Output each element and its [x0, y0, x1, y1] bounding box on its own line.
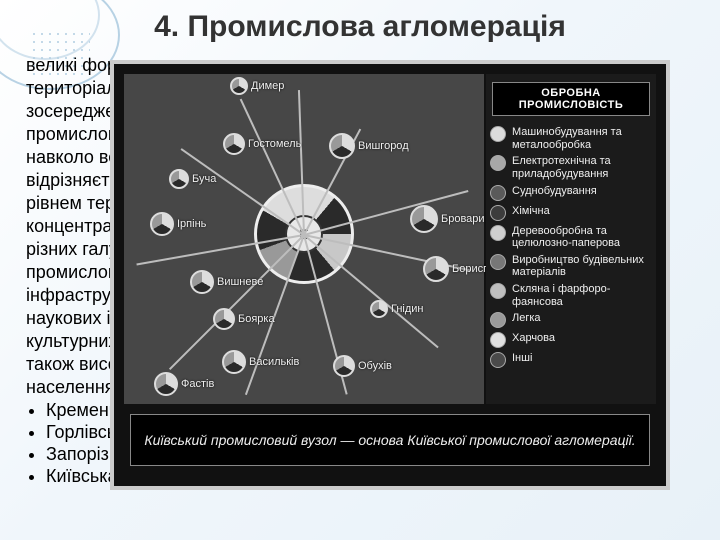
city-label: Боярка	[238, 313, 275, 325]
city-label: Ірпінь	[177, 218, 206, 230]
figure-inner: Димер Гостомель Вишгород Буча Ірпінь Бровари Б…	[124, 74, 656, 476]
legend-swatch-icon	[490, 283, 506, 299]
legend-row: Виробництво будівельних матеріалів	[490, 254, 652, 279]
legend-row: Інші	[490, 352, 652, 368]
legend-title-line: ОБРОБНА	[493, 87, 649, 99]
legend-swatch-icon	[490, 185, 506, 201]
figure-caption: Київський промисловий вузол — основа Киї…	[130, 414, 650, 466]
legend-swatch-icon	[490, 155, 506, 171]
legend-label: Скляна і фарфоро-фаянсова	[512, 283, 652, 308]
city-label: Буча	[192, 173, 216, 185]
legend-row: Хімічна	[490, 205, 652, 221]
city-node	[169, 169, 189, 189]
legend-title: ОБРОБНАПРОМИСЛОВІСТЬ	[492, 82, 650, 116]
legend-swatch-icon	[490, 352, 506, 368]
city-label: Обухів	[358, 360, 392, 372]
legend-row: Легка	[490, 312, 652, 328]
city-node	[370, 300, 388, 318]
legend-swatch-icon	[490, 205, 506, 221]
legend-swatch-icon	[490, 126, 506, 142]
city-label: Димер	[251, 80, 284, 92]
legend-label: Електротехнічна та приладобудування	[512, 155, 652, 180]
city-node	[223, 133, 245, 155]
legend-label: Хімічна	[512, 205, 550, 218]
city-node	[190, 270, 214, 294]
city-node	[423, 256, 449, 282]
legend-label: Машинобудування та металообробка	[512, 126, 652, 151]
city-label: Васильків	[249, 356, 299, 368]
city-node	[150, 212, 174, 236]
city-node	[333, 355, 355, 377]
legend-items: Машинобудування та металообробка Електрот…	[490, 126, 652, 368]
legend-label: Інші	[512, 352, 532, 365]
legend-row: Машинобудування та металообробка	[490, 126, 652, 151]
legend-title-line: ПРОМИСЛОВІСТЬ	[493, 99, 649, 111]
slide: 4. Промислова агломерація великі формите…	[0, 0, 720, 540]
legend-swatch-icon	[490, 225, 506, 241]
legend-row: Харчова	[490, 332, 652, 348]
legend-swatch-icon	[490, 254, 506, 270]
city-node	[410, 205, 438, 233]
legend-row: Скляна і фарфоро-фаянсова	[490, 283, 652, 308]
legend-label: Деревообробна та целюлозно-паперова	[512, 225, 652, 250]
legend-swatch-icon	[490, 312, 506, 328]
legend-panel: ОБРОБНАПРОМИСЛОВІСТЬ Машинобудування та …	[486, 74, 656, 404]
city-node	[213, 308, 235, 330]
legend-swatch-icon	[490, 332, 506, 348]
legend-row: Деревообробна та целюлозно-паперова	[490, 225, 652, 250]
slide-title: 4. Промислова агломерація	[20, 10, 700, 44]
city-label: Вишневе	[217, 276, 263, 288]
legend-row: Суднобудування	[490, 185, 652, 201]
legend-label: Виробництво будівельних матеріалів	[512, 254, 652, 279]
city-node	[230, 77, 248, 95]
city-label: Вишгород	[358, 140, 409, 152]
map-panel: Димер Гостомель Вишгород Буча Ірпінь Бровари Б…	[124, 74, 484, 404]
road-line	[303, 234, 438, 348]
city-label: Фастів	[181, 378, 214, 390]
legend-label: Легка	[512, 312, 541, 325]
city-node	[329, 133, 355, 159]
figure-frame: Димер Гостомель Вишгород Буча Ірпінь Бровари Б…	[110, 60, 670, 490]
legend-label: Суднобудування	[512, 185, 597, 198]
city-label: Бровари	[441, 213, 485, 225]
legend-row: Електротехнічна та приладобудування	[490, 155, 652, 180]
city-label: Гнідин	[391, 303, 424, 315]
legend-label: Харчова	[512, 332, 555, 345]
city-label: Гостомель	[248, 138, 301, 150]
city-node	[154, 372, 178, 396]
city-node	[222, 350, 246, 374]
